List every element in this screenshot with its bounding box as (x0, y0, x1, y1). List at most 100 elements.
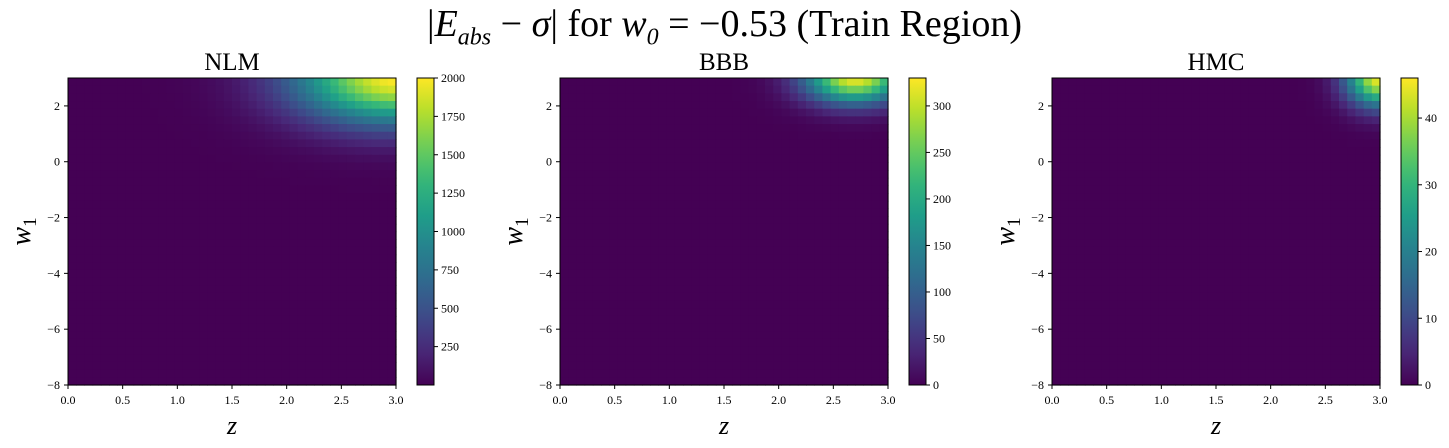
heatmap-cell (560, 262, 569, 271)
heatmap-cell (814, 78, 823, 87)
heatmap-cell (1068, 216, 1078, 225)
heatmap-cell (674, 246, 684, 256)
heatmap-cell (568, 185, 577, 194)
heatmap-cell (1191, 124, 1201, 133)
heatmap-cell (765, 361, 774, 371)
heatmap-cell (683, 185, 692, 194)
heatmap-cell (1289, 254, 1299, 263)
heatmap-cell (1347, 78, 1356, 87)
heatmap-cell (191, 354, 200, 363)
heatmap-cell (699, 223, 709, 233)
heatmap-cell (92, 361, 102, 371)
heatmap-cell (223, 193, 233, 202)
heatmap-cell (117, 377, 126, 386)
heatmap-cell (76, 246, 85, 256)
heatmap-cell (207, 147, 217, 156)
heatmap-cell (847, 216, 856, 225)
heatmap-cell (92, 331, 102, 340)
heatmap-cell (773, 239, 782, 248)
heatmap-cell (1355, 93, 1365, 102)
heatmap-cell (732, 154, 741, 164)
heatmap-cell (68, 193, 77, 202)
heatmap-cell (642, 162, 651, 171)
heatmap-cell (141, 246, 151, 256)
heatmap-cell (592, 124, 602, 133)
heatmap-cell (273, 177, 282, 187)
heatmap-cell (1265, 208, 1274, 217)
heatmap-cell (371, 216, 381, 225)
heatmap-cell (1355, 285, 1365, 294)
heatmap-cell (281, 154, 290, 164)
heatmap-cell (289, 85, 299, 94)
heatmap-cell (1298, 185, 1307, 194)
heatmap-cell (1298, 246, 1307, 256)
heatmap-cell (150, 369, 159, 378)
heatmap-cell (847, 93, 856, 102)
heatmap-cell (568, 231, 577, 240)
heatmap-cell (322, 369, 331, 378)
heatmap-cell (666, 193, 676, 202)
heatmap-cell (1265, 200, 1274, 210)
heatmap-cell (625, 85, 635, 94)
heatmap-cell (879, 78, 889, 87)
heatmap-cell (1347, 208, 1356, 217)
heatmap-cell (871, 193, 881, 202)
heatmap-cell (264, 369, 274, 378)
heatmap-cell (715, 354, 725, 363)
heatmap-cell (806, 170, 815, 179)
heatmap-cell (1273, 369, 1283, 378)
heatmap-cell (297, 124, 307, 133)
heatmap-cell (699, 331, 709, 340)
heatmap-cell (1166, 216, 1176, 225)
heatmap-cell (863, 285, 873, 294)
heatmap-cell (1150, 177, 1160, 187)
heatmap-cell (781, 285, 791, 294)
heatmap-cell (855, 239, 864, 248)
heatmap-cell (248, 331, 258, 340)
heatmap-cell (379, 231, 389, 240)
heatmap-cell (207, 285, 217, 294)
heatmap-cell (1216, 269, 1225, 279)
heatmap-cell (1232, 216, 1242, 225)
heatmap-cell (1134, 331, 1143, 340)
heatmap-cell (1060, 254, 1069, 263)
heatmap-cell (338, 108, 348, 117)
heatmap-cell (1371, 246, 1381, 256)
heatmap-cell (1117, 185, 1127, 194)
heatmap-cell (199, 124, 208, 133)
heatmap-cell (1216, 154, 1225, 164)
heatmap-cell (1273, 338, 1283, 348)
heatmap-cell (1281, 131, 1291, 140)
heatmap-cell (1281, 338, 1291, 348)
heatmap-cell (215, 361, 225, 371)
heatmap-cell (715, 85, 725, 94)
heatmap-cell (1125, 331, 1135, 340)
heatmap-cell (617, 131, 627, 140)
heatmap-cell (1101, 277, 1110, 286)
heatmap-cell (182, 377, 192, 386)
heatmap-cell (748, 338, 758, 348)
heatmap-cell (1199, 338, 1209, 348)
heatmap-cell (133, 377, 143, 386)
heatmap-cell (806, 78, 815, 87)
heatmap-cell (273, 139, 282, 148)
heatmap-cell (355, 124, 364, 133)
heatmap-cell (683, 338, 692, 348)
heatmap-cell (609, 262, 618, 271)
heatmap-cell (76, 124, 85, 133)
heatmap-cell (1084, 116, 1094, 125)
heatmap-cell (314, 277, 323, 286)
heatmap-cell (625, 177, 635, 187)
heatmap-cell (1240, 101, 1250, 110)
heatmap-cell (732, 108, 741, 117)
heatmap-cell (1306, 185, 1315, 194)
heatmap-cell (1052, 331, 1061, 340)
heatmap-cell (158, 139, 167, 148)
heatmap-cell (773, 323, 782, 332)
heatmap-cell (1322, 93, 1332, 102)
heatmap-cell (576, 185, 586, 194)
heatmap-cell (1371, 346, 1381, 355)
heatmap-cell (1166, 154, 1176, 164)
heatmap-cell (1191, 147, 1201, 156)
heatmap-cell (617, 78, 627, 87)
